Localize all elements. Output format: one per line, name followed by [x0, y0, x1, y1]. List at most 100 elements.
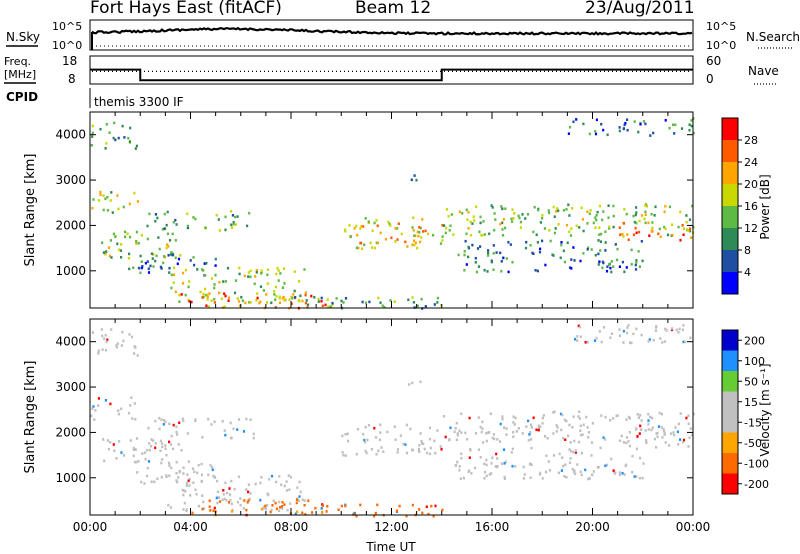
- echo-cell: [92, 198, 95, 201]
- echo-cell: [638, 230, 641, 234]
- echo-cell: [278, 295, 281, 299]
- echo-cell: [587, 246, 590, 250]
- echo-cell: [510, 217, 513, 221]
- echo-cell: [565, 476, 568, 479]
- echo-cell: [135, 144, 138, 148]
- echo-cell: [501, 234, 505, 237]
- echo-cell: [154, 442, 157, 445]
- echo-cell: [172, 273, 176, 277]
- echo-cell: [579, 433, 583, 437]
- echo-cell: [171, 232, 174, 236]
- echo-cell: [664, 327, 667, 331]
- echo-cell: [104, 197, 107, 201]
- echo-cell: [161, 458, 164, 461]
- echo-cell: [373, 221, 376, 225]
- echo-cell: [260, 272, 263, 275]
- echo-cell: [518, 216, 521, 220]
- echo-cell: [355, 452, 358, 456]
- echo-cell: [262, 505, 265, 509]
- echo-cell: [541, 416, 544, 420]
- echo-cell: [649, 134, 652, 137]
- echo-cell: [233, 487, 236, 491]
- echo-cell: [349, 235, 352, 239]
- echo-cell: [644, 122, 647, 126]
- echo-cell: [186, 224, 189, 228]
- echo-cell: [618, 129, 621, 133]
- echo-cell: [492, 244, 495, 247]
- echo-cell: [389, 299, 392, 302]
- echo-cell: [686, 229, 689, 232]
- echo-cell: [487, 249, 490, 252]
- echo-cell: [612, 469, 615, 472]
- echo-cell: [470, 472, 473, 475]
- echo-cell: [671, 223, 674, 226]
- freq-right-tick-top: 60: [706, 54, 721, 68]
- echo-cell: [576, 339, 579, 342]
- echo-cell: [674, 426, 677, 429]
- echo-cell: [236, 500, 240, 504]
- echo-cell: [600, 340, 603, 344]
- echo-cell: [99, 190, 102, 194]
- echo-cell: [440, 447, 443, 451]
- echo-cell: [211, 468, 214, 472]
- echo-cell: [204, 287, 207, 291]
- echo-cell: [180, 293, 183, 296]
- colorbar-segment: [722, 453, 738, 474]
- noise-left-tick-bottom: 10^0: [52, 39, 82, 52]
- echo-cell: [590, 454, 593, 457]
- echo-cell: [340, 299, 343, 303]
- colorbar-tick-label: 20: [744, 178, 758, 191]
- echo-cell: [568, 266, 572, 269]
- echo-cell: [208, 499, 211, 503]
- echo-cell: [223, 429, 226, 432]
- echo-cell: [651, 226, 654, 230]
- echo-cell: [587, 431, 591, 434]
- echo-cell: [485, 431, 488, 435]
- echo-cell: [344, 433, 347, 436]
- echo-cell: [209, 509, 212, 512]
- echo-cell: [674, 123, 677, 127]
- echo-cell: [92, 405, 95, 408]
- echo-cell: [598, 330, 601, 333]
- echo-cell: [689, 336, 692, 340]
- echo-cell: [158, 416, 161, 420]
- echo-cell: [483, 470, 487, 474]
- echo-cell: [236, 297, 239, 300]
- echo-cell: [109, 239, 112, 242]
- echo-cell: [473, 219, 476, 222]
- echo-cell: [249, 301, 252, 304]
- echo-cell: [222, 489, 225, 492]
- echo-cell: [474, 466, 477, 470]
- echo-cell: [420, 440, 423, 443]
- echo-cell: [200, 473, 204, 477]
- echo-cell: [393, 425, 396, 428]
- echo-cell: [210, 299, 213, 302]
- echo-cell: [329, 305, 332, 308]
- power-panel-background: [90, 112, 693, 308]
- echo-cell: [187, 298, 190, 302]
- echo-cell: [443, 224, 446, 227]
- echo-cell: [411, 296, 414, 299]
- echo-cell: [188, 300, 191, 303]
- echo-cell: [600, 122, 603, 126]
- echo-cell: [99, 127, 102, 131]
- echo-cell: [474, 256, 477, 260]
- echo-cell: [402, 442, 405, 446]
- echo-cell: [176, 433, 179, 436]
- echo-cell: [226, 491, 229, 495]
- echo-cell: [224, 280, 227, 283]
- echo-cell: [490, 260, 493, 264]
- echo-cell: [564, 438, 567, 441]
- echo-cell: [569, 457, 572, 460]
- echo-cell: [502, 218, 505, 221]
- echo-cell: [610, 457, 613, 461]
- echo-cell: [514, 465, 517, 468]
- echo-cell: [561, 413, 564, 417]
- echo-cell: [286, 508, 289, 512]
- echo-cell: [363, 440, 367, 444]
- echo-cell: [278, 475, 281, 478]
- echo-cell: [281, 507, 284, 510]
- echo-cell: [580, 206, 583, 210]
- echo-cell: [688, 128, 691, 132]
- echo-cell: [232, 222, 235, 226]
